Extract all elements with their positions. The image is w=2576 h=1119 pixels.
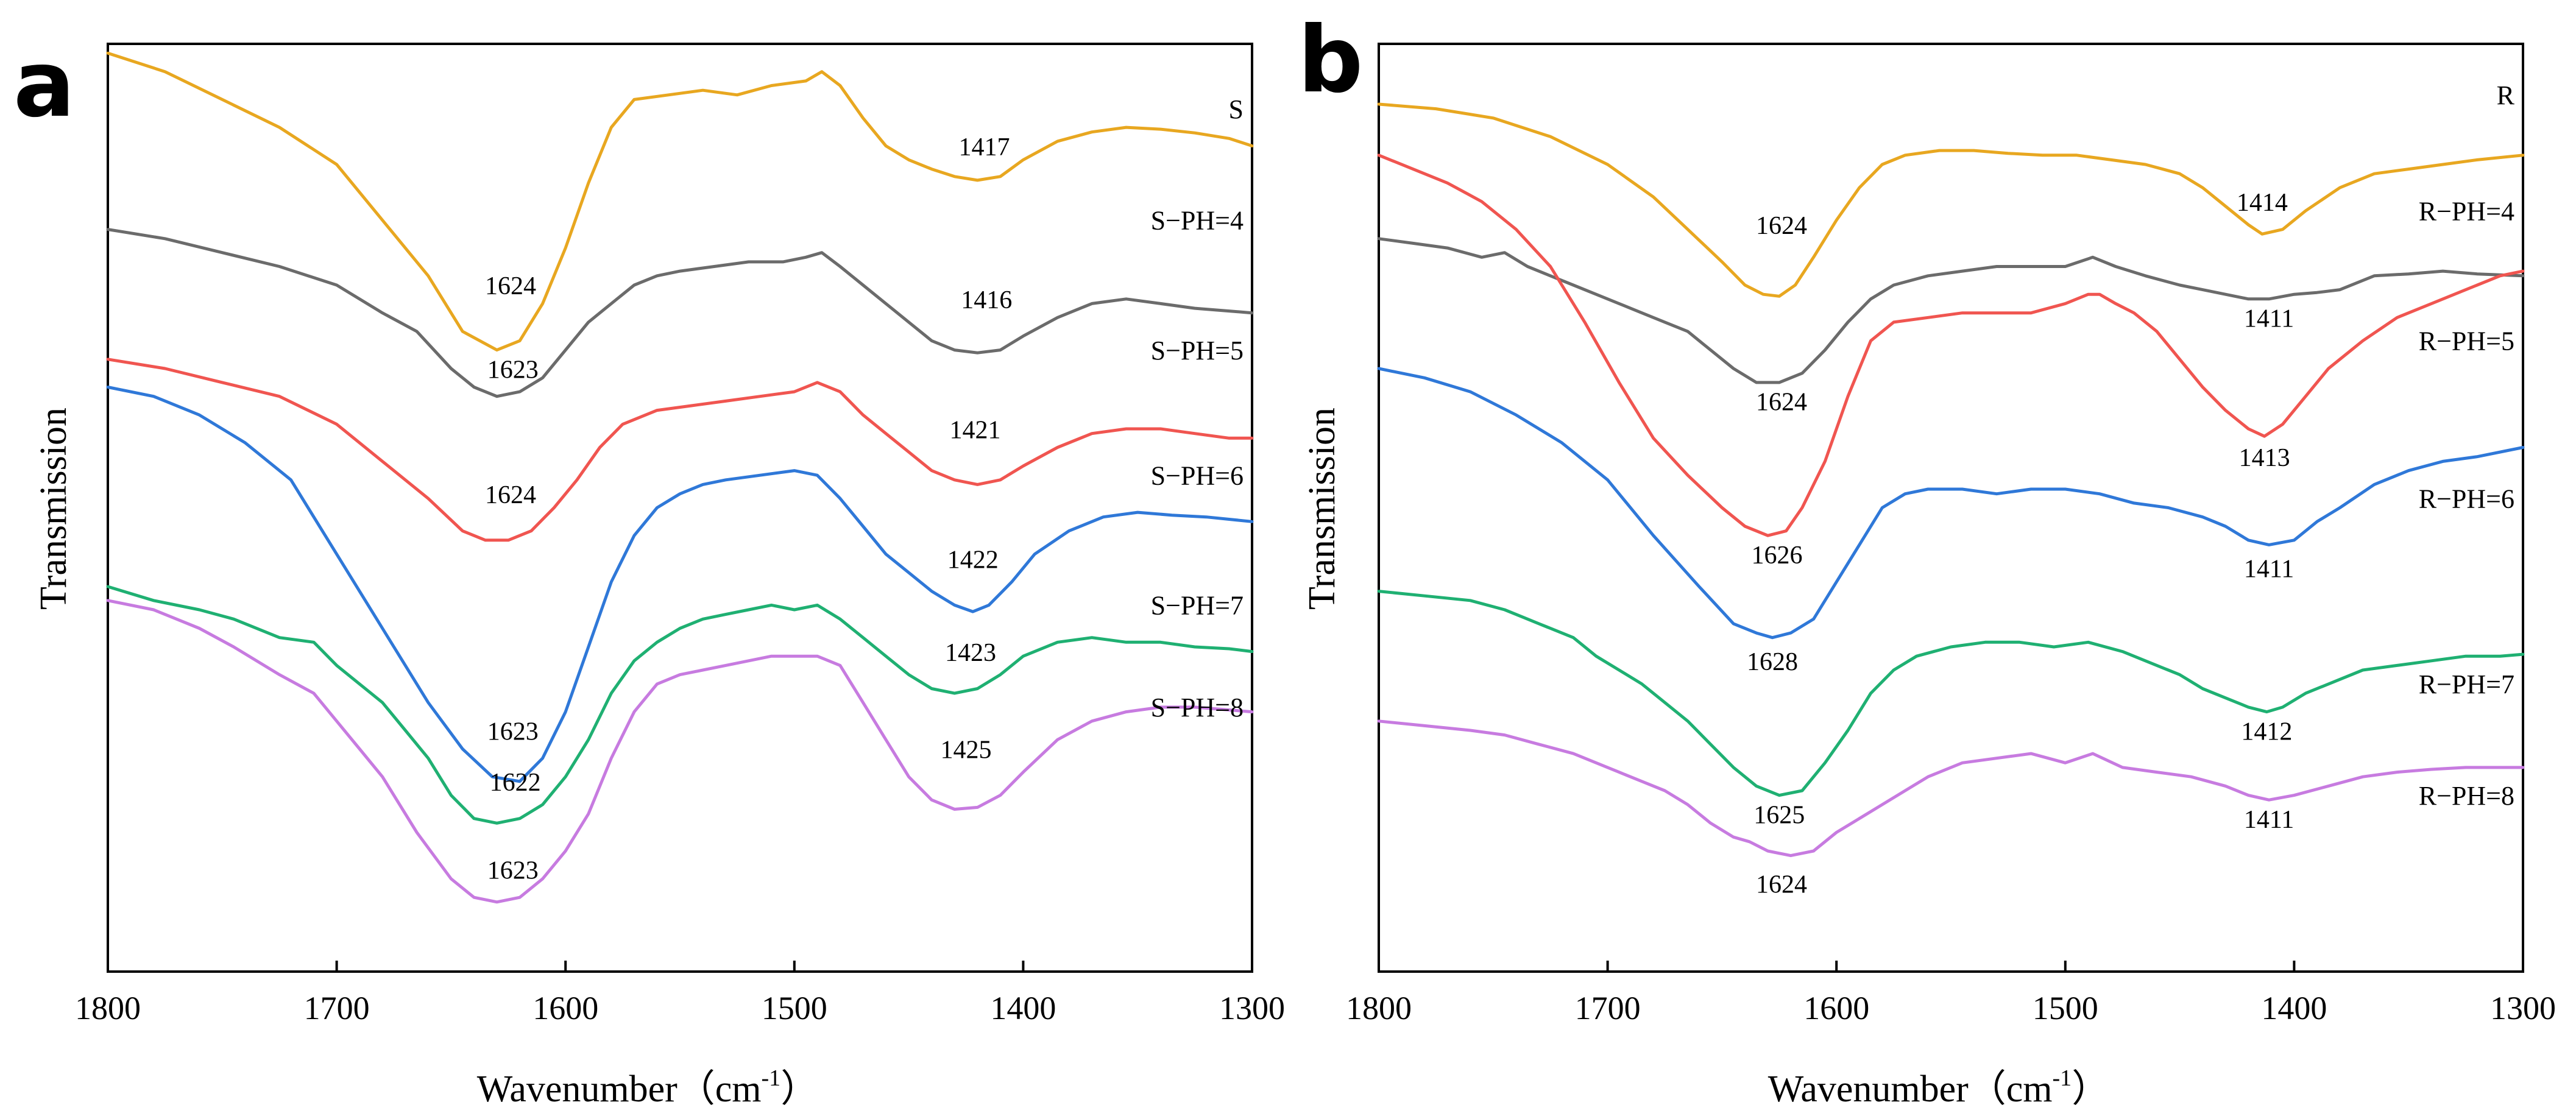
panel-b-letter: b <box>1298 7 1363 113</box>
panel-a-peak-label: 1416 <box>961 286 1012 314</box>
panel-b-x-tick-label: 1800 <box>1346 990 1412 1026</box>
panel-b-series-label: R−PH=8 <box>2419 781 2514 811</box>
panel-a-peak-label: 1622 <box>490 769 541 797</box>
panel-a-x-axis-label-superscript: -1 <box>762 1065 781 1091</box>
panel-a-peak-label: 1417 <box>959 133 1010 161</box>
panel-b-peak-label: 1414 <box>2237 189 2288 217</box>
panel-b-x-tick-label: 1400 <box>2261 990 2327 1026</box>
panel-b-series-label: R−PH=5 <box>2419 327 2514 356</box>
panel-b-x-tick-label: 1300 <box>2490 990 2556 1026</box>
panel-b-series-label: R−PH=7 <box>2419 669 2514 699</box>
panel-b-x-ticks: 1800 1700 1600 1500 1400 1300 <box>1346 961 2556 1026</box>
panel-b-series-label: R−PH=6 <box>2419 484 2514 514</box>
panel-b-series-line-4 <box>1377 367 2525 640</box>
panel-a-curves <box>106 51 1254 904</box>
panel-a-series-label: S−PH=8 <box>1151 693 1244 722</box>
panel-b-series-line-3 <box>1377 154 2525 537</box>
panel-b-series-line-6 <box>1377 719 2525 858</box>
panel-b-peak-label: 1626 <box>1752 542 1803 570</box>
panel-b-series-labels: R R−PH=4 R−PH=5 R−PH=6 R−PH=7 R−PH=8 <box>2419 80 2515 811</box>
panel-b-plot-area <box>1378 43 2524 973</box>
panel-b-peak-label: 1413 <box>2239 444 2290 472</box>
panel-b-x-axis-label: Wavenumber（cm-1） <box>1768 1065 2109 1110</box>
panel-b-peak-label: 1628 <box>1747 648 1798 676</box>
panel-a-series-label: S−PH=5 <box>1151 336 1244 365</box>
panel-a-peak-label: 1623 <box>487 718 539 746</box>
panel-a-x-tick-label: 1600 <box>533 990 598 1026</box>
panel-b-series-line-2 <box>1377 237 2525 384</box>
panel-b-peak-labels: 1624 1414 1624 1411 1626 1413 1628 1411 1625 1412… <box>1747 189 2294 898</box>
panel-a-plot-area <box>107 43 1253 973</box>
panel-b-x-tick-label: 1600 <box>1803 990 1869 1026</box>
panel-a-peak-label: 1623 <box>487 857 539 885</box>
panel-b-series-label: R <box>2497 80 2515 110</box>
panel-a-x-tick-label: 1700 <box>304 990 370 1026</box>
panel-b-x-axis-label-superscript: -1 <box>2053 1065 2072 1091</box>
panel-b-peak-label: 1412 <box>2241 718 2292 746</box>
panel-a-x-axis-label: Wavenumber（cm-1） <box>477 1065 818 1110</box>
panel-b-peak-label: 1624 <box>1756 389 1807 417</box>
panel-a-x-tick-label: 1400 <box>990 990 1056 1026</box>
panel-b-series-line-5 <box>1377 590 2525 797</box>
panel-a-series-label: S−PH=4 <box>1151 206 1244 236</box>
panel-a-series-labels: S S−PH=4 S−PH=5 S−PH=6 S−PH=7 S−PH=8 <box>1151 94 1244 722</box>
panel-a-series-line-1 <box>106 51 1254 352</box>
panel-b-peak-label: 1411 <box>2244 305 2294 333</box>
panel-b-series-label: R−PH=4 <box>2419 196 2514 226</box>
panel-a-letter: a <box>13 32 75 138</box>
panel-b-x-tick-label: 1700 <box>1575 990 1641 1026</box>
panel-a-peak-label: 1623 <box>487 356 539 384</box>
panel-a-x-tick-label: 1800 <box>75 990 141 1026</box>
panel-b-curves <box>1377 102 2525 858</box>
panel-a: a Transmission Wavenumber（cm-1） 1800 1700… <box>13 32 1285 1110</box>
panel-b-y-axis-label: Transmission <box>1301 408 1343 610</box>
panel-a-peak-labels: 1624 1417 1623 1416 1624 1421 1422 1623 1622 1423… <box>485 133 1012 885</box>
panel-a-x-ticks: 1800 1700 1600 1500 1400 1300 <box>75 961 1285 1026</box>
panel-a-peak-label: 1624 <box>485 272 536 300</box>
panel-b-series-line-1 <box>1377 102 2525 298</box>
panel-b-peak-label: 1624 <box>1756 871 1807 899</box>
panel-a-series-line-4 <box>106 386 1254 783</box>
panel-a-x-tick-label: 1300 <box>1219 990 1285 1026</box>
panel-b-peak-label: 1625 <box>1753 801 1805 829</box>
panel-a-peak-label: 1423 <box>945 639 996 667</box>
panel-a-series-label: S <box>1229 94 1244 124</box>
panel-b-x-axis-label-close: ） <box>2072 1068 2109 1110</box>
panel-a-series-label: S−PH=6 <box>1151 461 1244 490</box>
panel-a-series-line-6 <box>106 599 1254 904</box>
panel-a-x-axis-label-close: ） <box>780 1068 818 1110</box>
panel-a-peak-label: 1425 <box>941 736 992 764</box>
panel-a-series-line-2 <box>106 228 1254 398</box>
panel-a-peak-label: 1624 <box>485 481 536 509</box>
panel-a-peak-label: 1421 <box>950 416 1001 444</box>
panel-a-series-line-3 <box>106 358 1254 542</box>
panel-b-x-tick-label: 1500 <box>2033 990 2098 1026</box>
panel-b: b Transmission Wavenumber（cm-1） 1800 1700… <box>1298 7 2556 1110</box>
panel-b-peak-label: 1624 <box>1756 212 1807 240</box>
panel-b-peak-label: 1411 <box>2244 806 2294 834</box>
panel-a-peak-label: 1422 <box>947 546 999 574</box>
panel-b-peak-label: 1411 <box>2244 556 2294 584</box>
panel-a-y-axis-label: Transmission <box>33 408 74 610</box>
panel-a-series-line-5 <box>106 585 1254 825</box>
panel-a-series-label: S−PH=7 <box>1151 591 1244 621</box>
panel-a-x-tick-label: 1500 <box>762 990 827 1026</box>
